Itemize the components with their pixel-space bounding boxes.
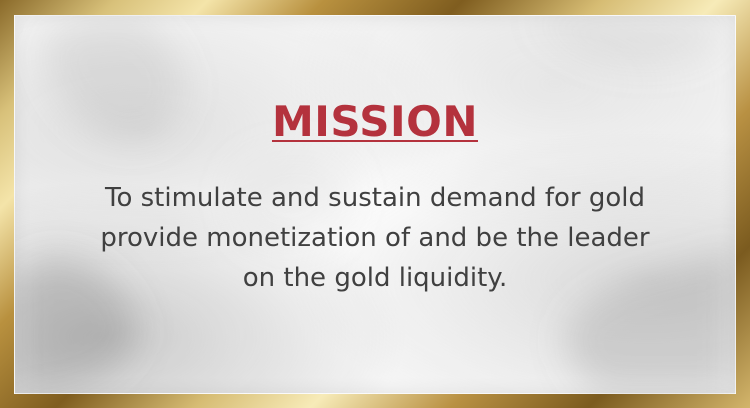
mission-panel: MISSION To stimulate and sustain demand …: [14, 15, 736, 394]
mission-statement: To stimulate and sustain demand for gold…: [100, 183, 650, 293]
mission-title: MISSION: [271, 97, 478, 146]
mission-content: MISSION To stimulate and sustain demand …: [15, 16, 735, 393]
